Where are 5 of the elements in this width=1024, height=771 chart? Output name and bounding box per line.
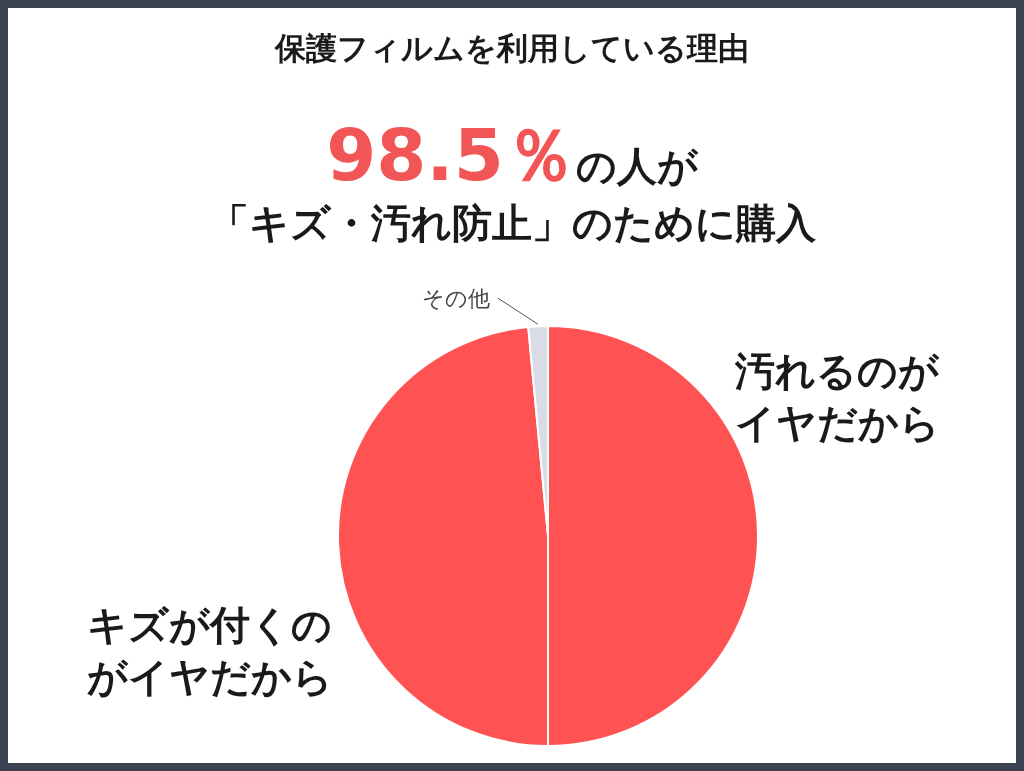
slice-label: キズが付くのがイヤだから [86, 601, 334, 703]
chart-subtitle: 98.5％の人が「キズ・汚れ防止」のために購入 [207, 113, 817, 248]
slice-label: 汚れるのがイヤだから [735, 346, 942, 448]
chart-title: 保護フィルムを利用している理由 [273, 29, 750, 68]
slice-label: その他 [422, 286, 491, 312]
